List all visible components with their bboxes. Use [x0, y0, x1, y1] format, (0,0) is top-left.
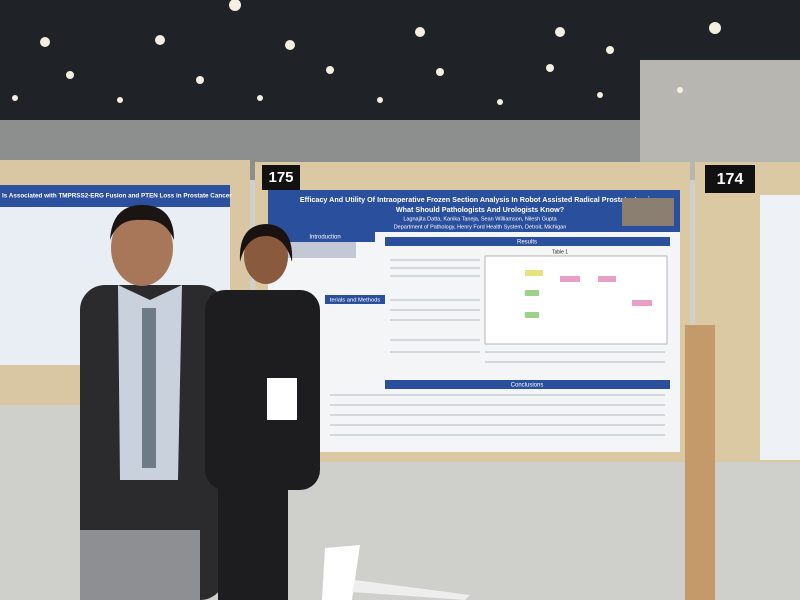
- paper-on-floor: [322, 545, 360, 600]
- rolled-poster: [352, 580, 470, 600]
- poster-affiliation: Department of Pathology, Henry Ford Heal…: [394, 224, 567, 230]
- section-title: Introduction: [309, 235, 340, 241]
- name-badge: [267, 378, 297, 420]
- left-poster-title: Is Associated with TMPRSS2-ERG Fusion an…: [2, 193, 232, 200]
- section-title: terials and Methods: [330, 298, 381, 304]
- poster-title: Efficacy And Utility Of Intraoperative F…: [300, 195, 660, 204]
- section-title: Results: [517, 240, 537, 246]
- woman-hair: [239, 224, 293, 262]
- text-lines: [330, 259, 665, 436]
- table-highlights: [525, 270, 652, 318]
- woman-face: [244, 228, 288, 284]
- hospital-photo: [622, 198, 674, 226]
- man-face: [111, 210, 173, 286]
- board-number-tag: [705, 165, 755, 193]
- board-number-tag: [262, 165, 300, 190]
- man-trousers: [80, 530, 200, 600]
- section-title: Conclusions: [511, 383, 544, 389]
- ceiling-lights: [12, 0, 721, 105]
- woman-top: [205, 290, 320, 490]
- table-title: Table 1: [552, 249, 568, 255]
- woman-trousers: [218, 480, 288, 600]
- side-wall: [640, 60, 800, 180]
- board-post: [685, 325, 715, 600]
- poster-authors: Lagnajita Datta, Kanika Taneja, Sean Wil…: [403, 216, 557, 222]
- left-poster-banner: [0, 185, 230, 207]
- section-header: [385, 380, 670, 389]
- board-number: 175: [268, 169, 293, 186]
- section-header: [275, 232, 375, 242]
- board-number: 174: [717, 171, 744, 188]
- man-tie: [142, 308, 156, 468]
- man-hair: [110, 205, 174, 240]
- section-header: [385, 237, 670, 246]
- poster-subtitle: What Should Pathologists And Urologists …: [396, 205, 564, 214]
- poster-banner: [268, 190, 680, 232]
- right-poster: [760, 195, 800, 460]
- section-header: [325, 295, 385, 304]
